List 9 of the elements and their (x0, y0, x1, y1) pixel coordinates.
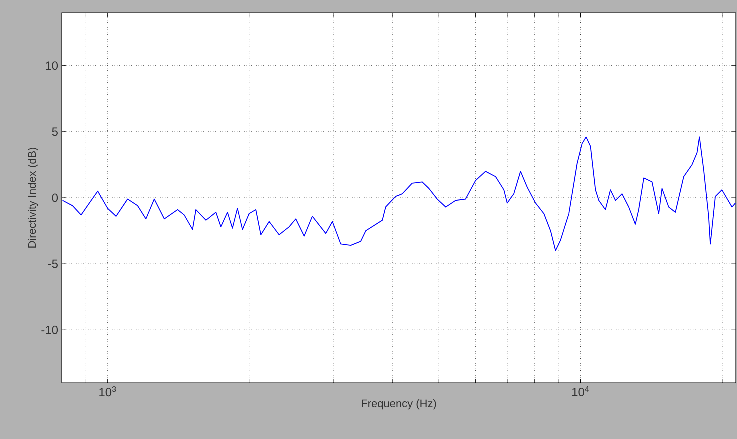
x-axis-title: Frequency (Hz) (362, 399, 436, 410)
y-tick-label: -5 (48, 260, 58, 268)
y-tick-label: 5 (52, 128, 58, 136)
x-tick-label: 10$^{4}$ (572, 386, 590, 396)
y-tick-label: -10 (42, 326, 58, 334)
y-tick-label: 0 (52, 194, 58, 202)
y-axis-title: Directivity Index (dB) (28, 148, 38, 248)
x-tick-label: 10$^{3}$ (100, 386, 116, 397)
y-tick-label: 10 (46, 62, 58, 70)
